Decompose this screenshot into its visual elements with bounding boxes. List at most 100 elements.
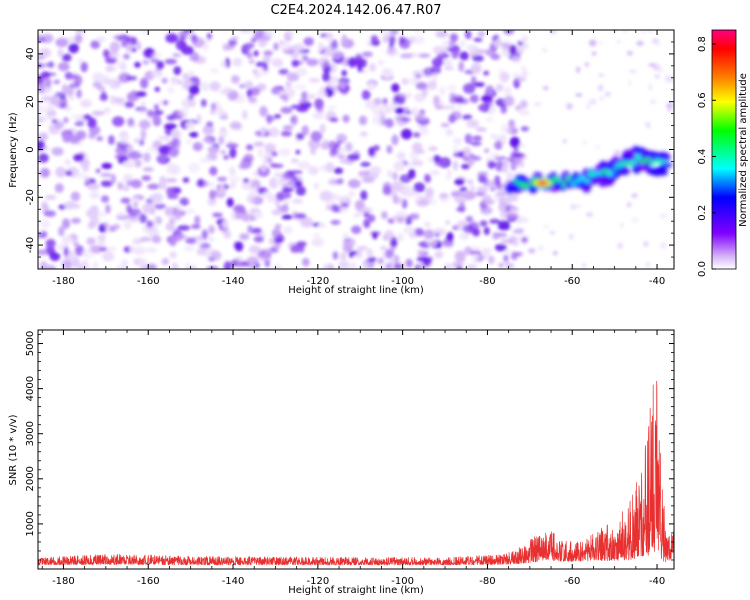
heatmap-cell	[432, 45, 445, 55]
heatmap-cell	[393, 263, 403, 269]
heatmap-cell	[512, 57, 521, 63]
heatmap-cell	[512, 72, 521, 78]
heatmap-cell	[246, 256, 259, 265]
heatmap-cell	[644, 122, 651, 126]
heatmap-cell	[156, 153, 168, 164]
heatmap-cell	[96, 75, 110, 83]
heatmap-cell	[133, 246, 147, 256]
heatmap-cell	[339, 159, 348, 164]
heatmap-cell	[177, 225, 191, 231]
heatmap-cell	[648, 84, 652, 91]
heatmap-cell	[116, 211, 128, 219]
y-tick-label: 3000	[25, 421, 36, 446]
heatmap-cell	[583, 179, 591, 183]
heatmap-cell	[206, 266, 219, 269]
heatmap-cell	[105, 204, 111, 214]
heatmap-cell	[63, 246, 69, 257]
heatmap-cell	[445, 220, 451, 225]
heatmap-cell	[253, 141, 265, 147]
x-tick-label: -60	[564, 276, 580, 287]
heatmap-cell	[450, 190, 464, 198]
heatmap-cell	[286, 30, 296, 38]
heatmap-cell	[453, 137, 463, 145]
heatmap-cell	[381, 211, 388, 220]
heatmap-cell	[158, 145, 172, 156]
heatmap-cell	[351, 225, 362, 234]
heatmap-cell	[82, 162, 90, 172]
y-tick-label: 2000	[25, 466, 36, 491]
x-tick-label: -180	[52, 576, 75, 587]
heatmap-cell	[233, 241, 240, 250]
heatmap-cell	[64, 159, 71, 165]
heatmap-cell	[382, 235, 389, 241]
heatmap-cell	[409, 150, 419, 162]
heatmap-cell	[441, 39, 455, 49]
heatmap-cell	[420, 125, 429, 136]
heatmap-cell	[408, 168, 416, 179]
heatmap-cell	[503, 86, 512, 96]
heatmap-cell	[423, 229, 435, 240]
heatmap-cell	[319, 190, 333, 202]
heatmap-cell	[446, 85, 457, 91]
heatmap-cell	[175, 234, 188, 240]
heatmap-cell	[244, 81, 254, 89]
heatmap-cell	[463, 224, 474, 234]
heatmap-cell	[271, 58, 284, 68]
heatmap-cell	[170, 79, 179, 85]
heatmap-cell	[296, 133, 304, 141]
heatmap-cell	[99, 247, 108, 252]
heatmap-cell	[69, 82, 80, 89]
heatmap-cell	[206, 32, 212, 40]
heatmap-cell	[260, 127, 266, 136]
heatmap-cell	[470, 246, 482, 251]
heatmap-cell	[74, 33, 83, 44]
colorbar-label: Normalized spectral amplitude	[738, 73, 749, 227]
heatmap-cell	[391, 134, 399, 146]
heatmap-cell	[499, 71, 510, 83]
heatmap-cell	[366, 248, 374, 258]
heatmap-cell	[369, 63, 376, 72]
heatmap-cell	[543, 224, 551, 229]
heatmap-cell	[112, 116, 125, 127]
heatmap-cell	[340, 252, 347, 261]
heatmap-cell	[626, 50, 633, 56]
heatmap-cell	[138, 119, 151, 130]
heatmap-cell	[373, 97, 382, 106]
heatmap-cell	[54, 121, 64, 129]
heatmap-cell	[157, 135, 165, 140]
y-tick-label: -20	[25, 189, 36, 205]
heatmap-cell	[628, 80, 632, 86]
heatmap-cell	[61, 235, 73, 244]
heatmap-cell	[97, 239, 104, 246]
heatmap-cell	[512, 229, 524, 234]
heatmap-cell	[42, 145, 49, 151]
heatmap-cell	[229, 121, 242, 130]
heatmap-cell	[93, 218, 101, 227]
snr-frame	[37, 329, 675, 570]
heatmap-cell	[290, 170, 303, 175]
heatmap-cell	[278, 68, 289, 75]
heatmap-cell	[125, 76, 138, 81]
heatmap-cell	[486, 97, 494, 107]
heatmap-cell	[382, 186, 392, 196]
heatmap-cell	[414, 112, 426, 121]
heatmap-cell	[551, 177, 558, 182]
heatmap-cell	[87, 183, 100, 191]
heatmap-cell	[257, 147, 264, 158]
heatmap-cell	[503, 95, 515, 107]
heatmap-cell	[458, 61, 465, 72]
heatmap-cell	[413, 35, 425, 45]
heatmap-cell	[506, 263, 515, 269]
spectrogram-x-axis: -180 -160 -140 -120 -100 -80 -60 -40	[41, 30, 665, 287]
heatmap-cell	[271, 87, 281, 95]
heatmap-cell	[199, 157, 213, 164]
heatmap-cell	[92, 81, 102, 89]
heatmap-cell	[471, 253, 481, 263]
heatmap-cell	[579, 175, 586, 181]
heatmap-cell	[369, 166, 382, 175]
heatmap-cell	[448, 104, 456, 111]
heatmap-cell	[444, 66, 454, 71]
heatmap-cell	[182, 177, 190, 183]
heatmap-cell	[508, 119, 515, 128]
